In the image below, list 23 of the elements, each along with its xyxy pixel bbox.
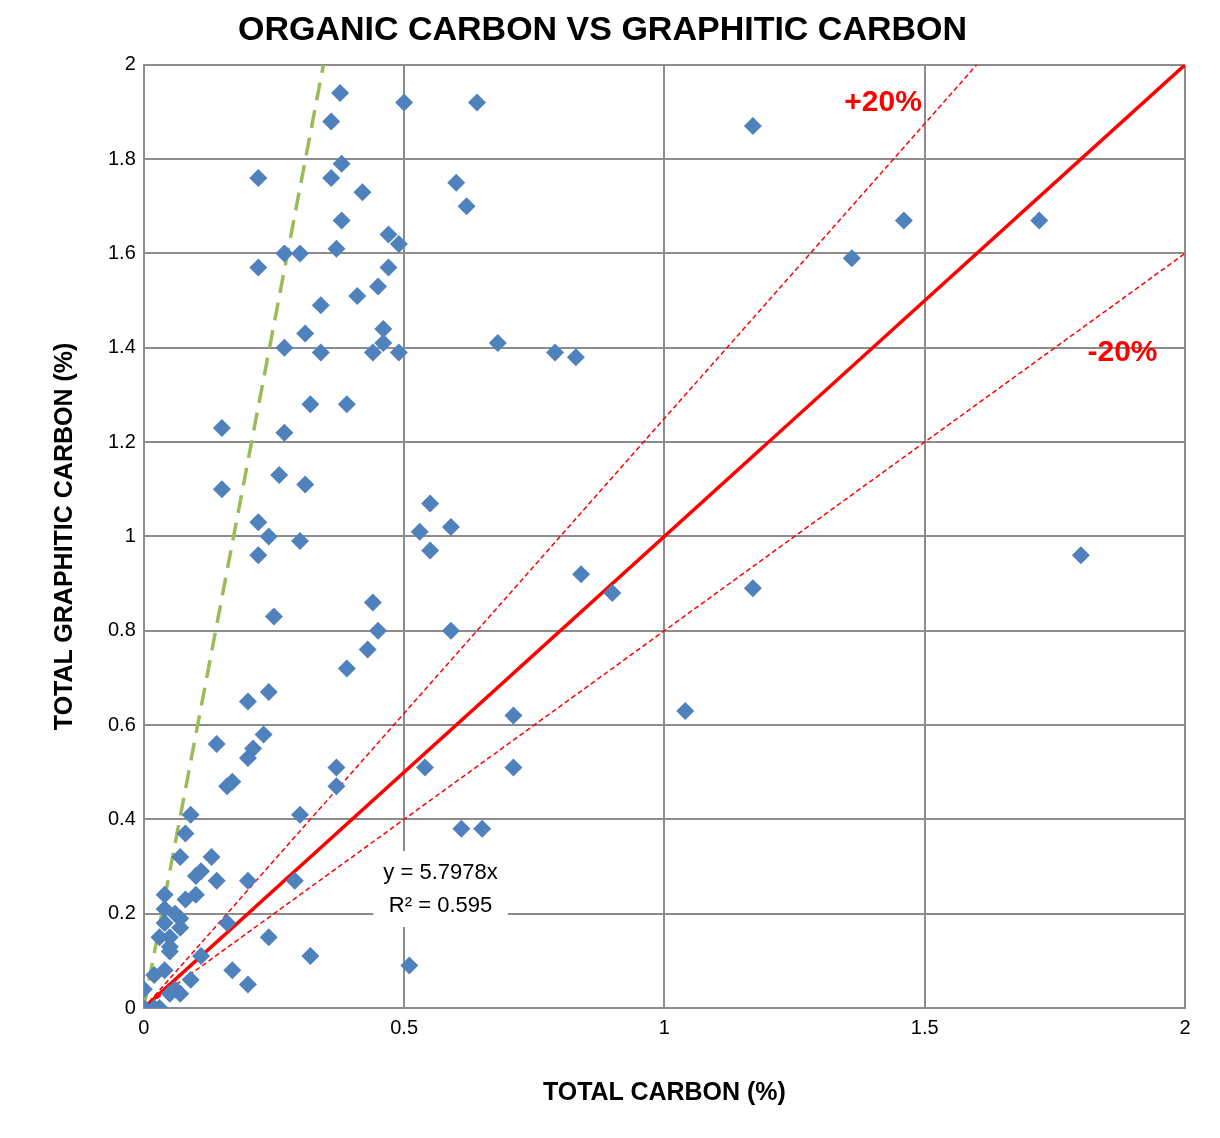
y-tick-label: 0.2 [107,901,136,924]
y-tick-label: 1.6 [107,240,136,263]
y-tick-label: 0.4 [107,806,136,829]
x-tick-label: 1.5 [910,1015,939,1038]
x-tick-label: 0 [138,1015,150,1038]
y-axis-title: TOTAL GRAPHITIC CARBON (%) [48,342,77,731]
annotation: -20% [1087,333,1158,367]
annotation: +20% [844,83,922,117]
y-tick-label: 0.6 [107,712,136,735]
y-tick-label: 1 [124,523,136,546]
chart-title: ORGANIC CARBON VS GRAPHITIC CARBON [237,8,968,47]
y-tick-label: 0.8 [107,618,136,641]
annotation: y = 5.7978x [383,859,498,885]
x-tick-label: 2 [1179,1015,1191,1038]
y-tick-label: 1.8 [107,146,136,169]
y-tick-label: 1.2 [107,429,136,452]
x-tick-label: 0.5 [390,1015,419,1038]
annotation: R² = 0.595 [388,892,493,918]
y-tick-label: 0 [124,995,136,1018]
y-tick-label: 1.4 [107,335,136,358]
x-tick-label: 1 [658,1015,670,1038]
y-tick-label: 2 [124,52,136,75]
x-axis-title: TOTAL CARBON (%) [542,1076,786,1105]
